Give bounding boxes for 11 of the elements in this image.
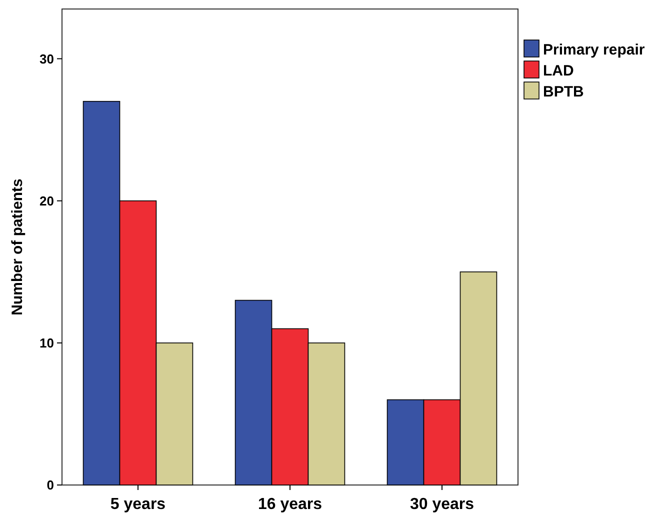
legend-label: BPTB [543, 83, 584, 100]
y-axis-title: Number of patients [9, 178, 26, 316]
y-tick-label: 30 [40, 51, 54, 66]
y-tick-label: 0 [46, 478, 54, 493]
legend-label: LAD [543, 62, 574, 80]
y-tick-label: 20 [40, 193, 54, 208]
legend-label: Primary repair [543, 41, 645, 58]
x-tick-label: 16 years [258, 496, 322, 513]
x-tick-label: 30 years [410, 496, 474, 513]
y-tick-label: 10 [40, 335, 54, 350]
x-tick-label: 5 years [110, 496, 166, 513]
